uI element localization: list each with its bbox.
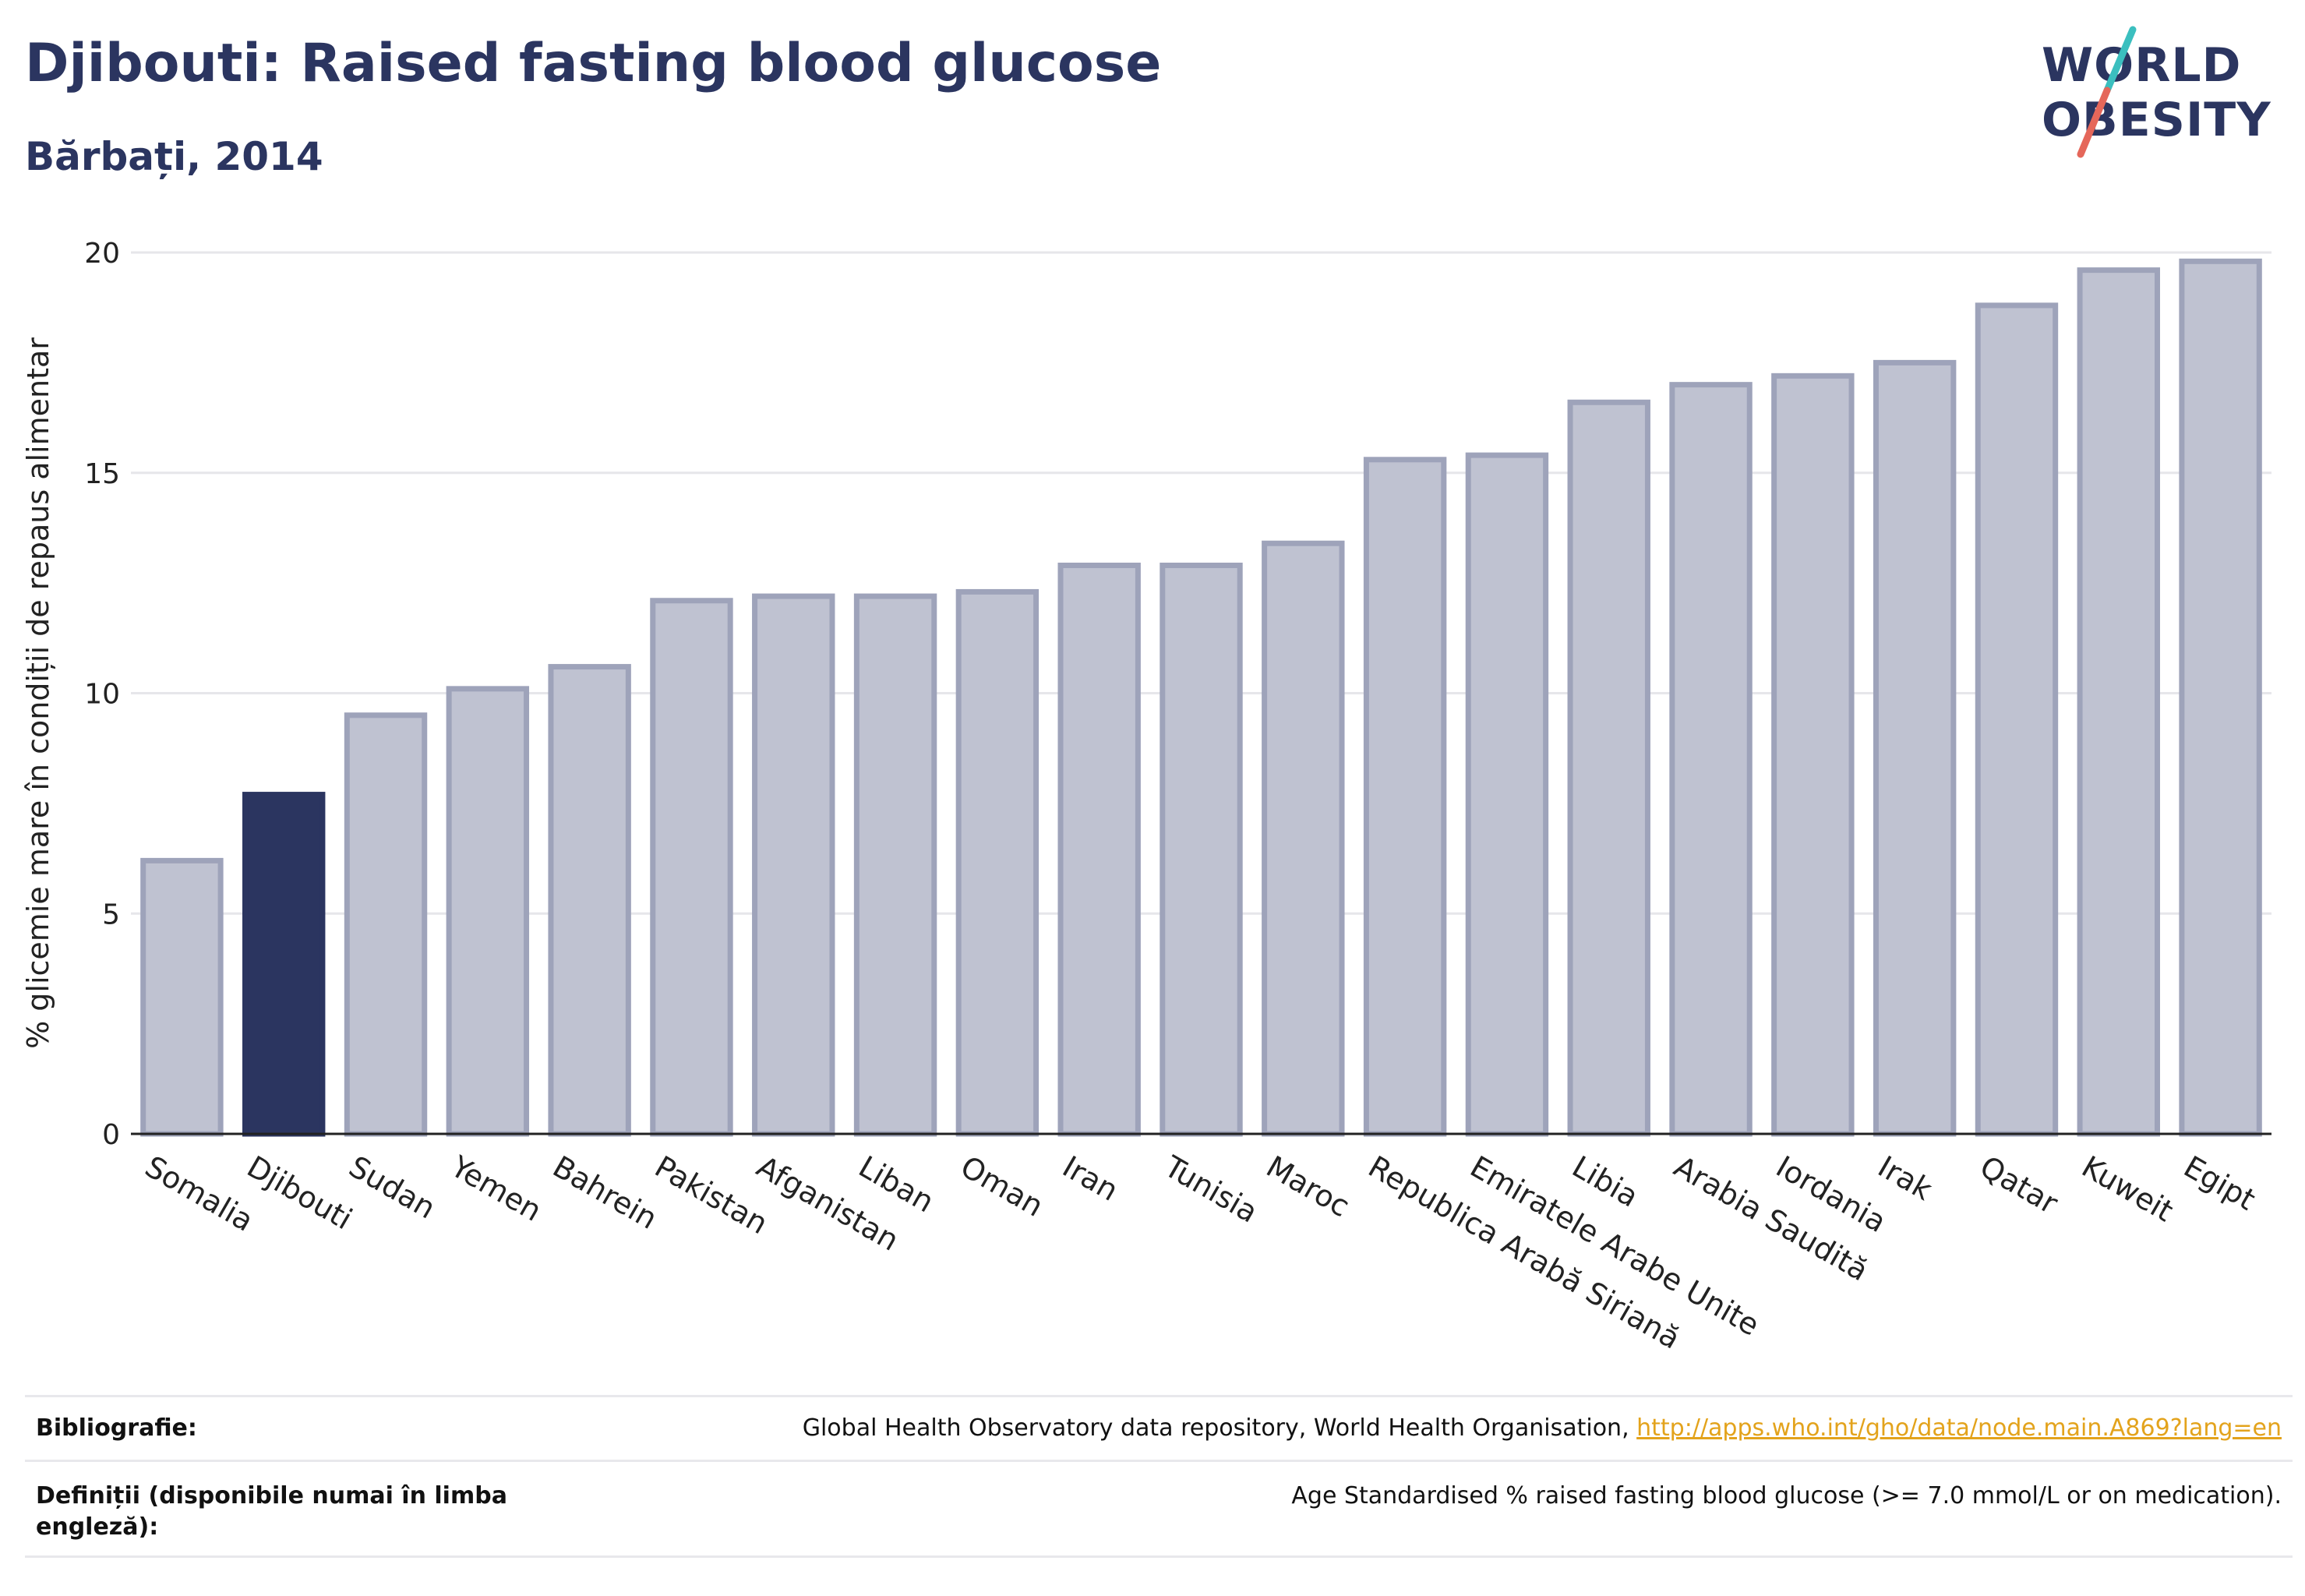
bar-pakistan[interactable] bbox=[650, 598, 733, 1137]
x-tick-label: Djibouti bbox=[242, 1149, 358, 1237]
footer-bibliography-row: Bibliografie: Global Health Observatory … bbox=[25, 1395, 2293, 1460]
x-tick-label: Egipt bbox=[2178, 1149, 2261, 1217]
x-tick-label: Kuweit bbox=[2076, 1149, 2179, 1229]
x-tick-label: Yemen bbox=[444, 1149, 547, 1228]
x-tick-label: Qatar bbox=[1974, 1149, 2063, 1221]
bar-republica-arabă-siriană[interactable] bbox=[1363, 457, 1447, 1137]
x-tick-label: Bahrein bbox=[547, 1149, 663, 1236]
bar-tunisia[interactable] bbox=[1160, 563, 1243, 1137]
logo-word-world: WORLD bbox=[2042, 38, 2242, 93]
bar-sudan[interactable] bbox=[344, 712, 428, 1137]
x-tick-label: Oman bbox=[955, 1149, 1049, 1223]
logo-word-obesity: OBESITY bbox=[2042, 93, 2271, 147]
bar-egipt[interactable] bbox=[2179, 258, 2262, 1137]
y-tick-label: 5 bbox=[102, 899, 120, 930]
y-tick-label: 0 bbox=[102, 1119, 120, 1151]
logo-slash-icon bbox=[2077, 26, 2137, 158]
definitions-label-line2: engleză): bbox=[36, 1513, 159, 1541]
bar-irak[interactable] bbox=[1873, 359, 1957, 1137]
y-axis-ticks: 0 5 10 15 20 bbox=[84, 238, 120, 1151]
bar-afganistan[interactable] bbox=[752, 593, 835, 1137]
x-tick-label: Iran bbox=[1057, 1149, 1124, 1208]
chart-subtitle: Bărbați, 2014 bbox=[25, 134, 323, 179]
bar-bahrein[interactable] bbox=[548, 664, 631, 1137]
bar-kuweit[interactable] bbox=[2077, 267, 2160, 1137]
definitions-label-line1: Definiții (disponibile numai în limba bbox=[36, 1482, 507, 1509]
x-tick-label: Somalia bbox=[139, 1149, 259, 1238]
bibliography-text: Global Health Observatory data repositor… bbox=[802, 1414, 1637, 1442]
y-axis-label: % glicemie mare în condiții de repaus al… bbox=[21, 337, 55, 1049]
x-tick-label: Pakistan bbox=[649, 1149, 774, 1241]
bar-iordania[interactable] bbox=[1771, 373, 1855, 1137]
bar-oman[interactable] bbox=[955, 588, 1040, 1137]
bar-yemen[interactable] bbox=[446, 686, 530, 1137]
world-obesity-logo[interactable]: WORLD OBESITY bbox=[2042, 23, 2291, 164]
bar-liban[interactable] bbox=[853, 593, 937, 1137]
bar-emiratele-arabe-unite[interactable] bbox=[1465, 452, 1549, 1137]
bar-arabia-saudită[interactable] bbox=[1669, 382, 1753, 1137]
bar-somalia[interactable] bbox=[140, 857, 224, 1137]
bar-djibouti[interactable] bbox=[242, 792, 326, 1137]
y-tick-label: 15 bbox=[84, 458, 120, 490]
definitions-label: Definiții (disponibile numai în limba en… bbox=[36, 1481, 507, 1543]
bar-iran[interactable] bbox=[1057, 563, 1141, 1137]
x-tick-label: Irak bbox=[1873, 1149, 1938, 1207]
x-tick-label: Sudan bbox=[344, 1149, 442, 1226]
x-tick-label: Tunisia bbox=[1158, 1149, 1263, 1230]
bars bbox=[131, 258, 2271, 1137]
bibliography-label: Bibliografie: bbox=[36, 1414, 197, 1442]
definitions-value: Age Standardised % raised fasting blood … bbox=[1291, 1482, 2282, 1509]
bibliography-value: Global Health Observatory data repositor… bbox=[803, 1413, 2282, 1444]
y-tick-label: 20 bbox=[84, 238, 120, 270]
y-tick-label: 10 bbox=[84, 679, 120, 711]
bar-maroc[interactable] bbox=[1262, 540, 1345, 1137]
bar-qatar[interactable] bbox=[1975, 302, 2059, 1137]
chart-title: Djibouti: Raised fasting blood glucose bbox=[25, 33, 1162, 94]
bar-libia[interactable] bbox=[1567, 399, 1650, 1137]
x-tick-label: Maroc bbox=[1261, 1149, 1356, 1224]
footer-definitions-row: Definiții (disponibile numai în limba en… bbox=[25, 1460, 2293, 1558]
bibliography-link[interactable]: http://apps.who.int/gho/data/node.main.A… bbox=[1636, 1414, 2282, 1442]
